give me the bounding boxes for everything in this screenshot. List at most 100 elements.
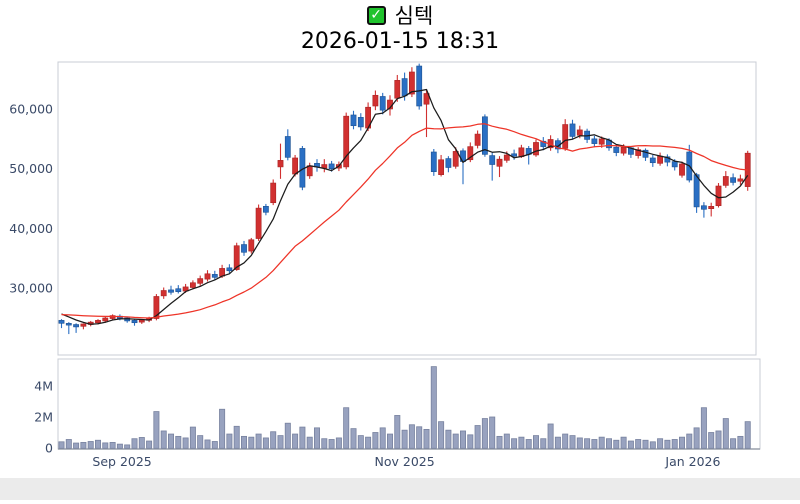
volume-bar (328, 439, 335, 449)
candle-down (328, 163, 335, 170)
volume-bar (292, 433, 299, 449)
volume-bar (635, 439, 642, 449)
candle-up (737, 178, 744, 182)
price-tick-label: 40,000 (9, 221, 53, 236)
axis-labels: 60,000 50,000 40,000 30,000 4M 2M 0 Sep 2025 Nov… (9, 102, 720, 470)
volume-bar (657, 438, 664, 449)
chart-timestamp: 2026-01-15 18:31 (300, 29, 500, 54)
page-bottom-strip (0, 478, 800, 500)
candle-down (226, 267, 233, 272)
volume-bar (693, 427, 700, 449)
ma-line-ma20 (61, 123, 748, 319)
volume-bar (109, 442, 116, 449)
volume-bar (87, 441, 94, 449)
candle-up (204, 273, 211, 280)
candle-up (343, 115, 350, 168)
chart-header: ✓ 심텍 2026-01-15 18:31 (0, 2, 800, 54)
candle-down (591, 138, 598, 144)
candle-up (255, 207, 262, 239)
volume-bar (204, 439, 211, 449)
volume-bar (350, 428, 357, 449)
volume-bar (489, 416, 496, 449)
volume-bar (401, 429, 408, 449)
volume-bar (525, 439, 532, 449)
volume-bar (167, 433, 174, 449)
candle-up (722, 176, 729, 186)
volume-bar (248, 436, 255, 449)
candle-up (715, 185, 722, 207)
volume-bar (408, 424, 415, 449)
panel-borders (57, 61, 761, 450)
volume-bar (73, 442, 80, 449)
candle-down (131, 320, 138, 324)
candle-up (635, 149, 642, 156)
candle-down (379, 96, 386, 111)
volume-bar (277, 435, 284, 449)
volume-bar (591, 439, 598, 449)
volume-bar (394, 415, 401, 449)
legend-title-row: ✓ 심텍 (366, 2, 434, 28)
volume-tick-label: 2M (34, 410, 53, 425)
volume-bar (58, 441, 65, 449)
volume-bar (270, 431, 277, 449)
candle-down (445, 158, 452, 168)
candle-up (576, 129, 583, 136)
candle-down (168, 289, 174, 293)
candle-down (401, 78, 408, 97)
candle-up (197, 278, 204, 284)
candle-down (357, 117, 364, 128)
volume-bar (584, 438, 591, 449)
volume-bar (642, 439, 649, 449)
candle-down (511, 153, 517, 157)
volume-bar (95, 439, 102, 449)
price-tick-label: 50,000 (9, 161, 53, 176)
volume-bar (613, 439, 620, 449)
volume-bar (576, 437, 583, 449)
volume-bar (416, 426, 423, 449)
volume-bar (627, 440, 634, 449)
candle-up (292, 157, 298, 175)
volume-bar (306, 436, 313, 449)
candle-up (562, 124, 569, 149)
candle-up (277, 160, 284, 168)
series-visibility-checkbox[interactable]: ✓ (366, 5, 386, 25)
volume-bar (430, 366, 437, 449)
volume-bar (284, 422, 291, 449)
candle-up (438, 159, 444, 175)
candle-up (160, 290, 167, 297)
candle-up (153, 296, 160, 319)
candle-up (270, 182, 277, 204)
month-tick-label: Nov 2025 (375, 454, 435, 469)
ma-line-ma5 (61, 88, 749, 325)
candle-down (700, 205, 707, 210)
candle-down (613, 146, 620, 153)
month-tick-label: Sep 2025 (92, 454, 151, 469)
volume-bar (569, 435, 576, 449)
candle-down (65, 323, 72, 326)
candle-up (95, 320, 101, 324)
volume-bar (533, 435, 540, 449)
volume-bar (189, 426, 196, 449)
candle-up (467, 146, 474, 161)
volume-bar (219, 408, 226, 449)
volume-bar (365, 436, 372, 449)
candle-up (452, 151, 459, 167)
volume-bar (562, 433, 569, 449)
volume-bar (511, 438, 518, 449)
volume-bar (467, 434, 474, 449)
volume-bar (679, 436, 686, 449)
candle-down (73, 324, 79, 328)
stock-name-label: 심텍 (394, 4, 434, 28)
candle-up (708, 206, 715, 210)
candle-down (262, 206, 269, 213)
candle-down (489, 155, 496, 165)
volume-bar (459, 430, 466, 449)
candle-up (190, 282, 196, 288)
volume-bar (80, 442, 87, 449)
volume-bar (116, 443, 123, 449)
volume-bar (160, 430, 167, 449)
volume-bar (211, 441, 218, 449)
candle-up (496, 158, 503, 167)
candle-up (679, 163, 685, 176)
candle-up (248, 239, 255, 252)
